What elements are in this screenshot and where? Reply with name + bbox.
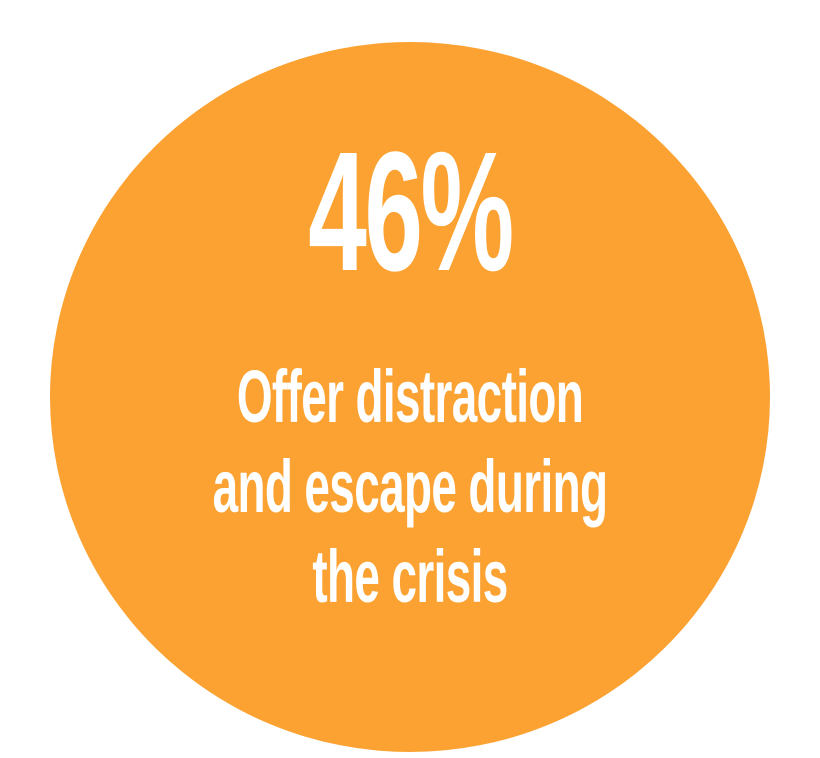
caption-line: Offer distraction	[236, 355, 584, 438]
caption-line: and escape during	[212, 445, 608, 528]
stat-circle: 46% Offer distraction and escape during …	[50, 42, 770, 752]
caption-line: the crisis	[312, 535, 508, 618]
stat-caption: Offer distraction and escape during the …	[187, 352, 633, 622]
stat-percentage: 46%	[308, 117, 514, 307]
